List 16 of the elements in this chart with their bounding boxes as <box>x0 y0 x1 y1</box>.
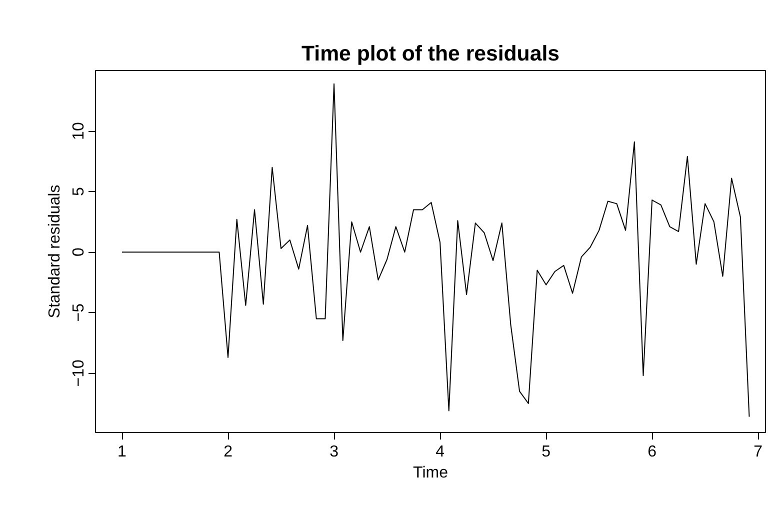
x-tick-label: 7 <box>754 444 763 460</box>
y-axis-title: Standard residuals <box>46 184 64 318</box>
x-tick-label: 4 <box>436 444 445 460</box>
y-tick-label: 5 <box>70 187 88 196</box>
x-tick-label: 6 <box>648 444 657 460</box>
y-tick-label: −5 <box>70 303 88 322</box>
x-tick-label: 1 <box>118 444 127 460</box>
x-tick-label: 2 <box>224 444 233 460</box>
y-tick-label: 10 <box>70 122 88 140</box>
y-tick-label: 0 <box>70 248 88 257</box>
y-tick-label: −10 <box>70 360 88 387</box>
x-tick-label: 5 <box>542 444 551 460</box>
x-axis-title: Time <box>413 464 448 482</box>
x-tick-label: 3 <box>330 444 339 460</box>
chart-title: Time plot of the residuals <box>302 42 560 66</box>
line-series <box>122 83 750 418</box>
